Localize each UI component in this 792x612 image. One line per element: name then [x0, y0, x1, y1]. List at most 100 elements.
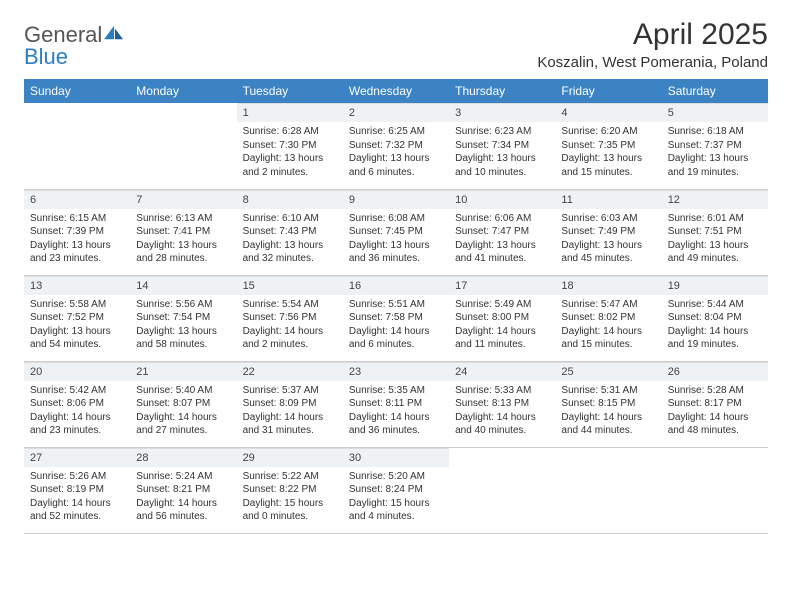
daylight-text: Daylight: 13 hours and 19 minutes.	[668, 152, 762, 179]
weekday-header: Sunday	[24, 79, 130, 103]
sunrise-text: Sunrise: 6:20 AM	[561, 125, 655, 139]
calendar-cell: 8Sunrise: 6:10 AMSunset: 7:43 PMDaylight…	[237, 189, 343, 275]
day-number: 27	[24, 448, 130, 467]
daylight-text: Daylight: 13 hours and 10 minutes.	[455, 152, 549, 179]
sunrise-text: Sunrise: 5:26 AM	[30, 470, 124, 484]
day-details: Sunrise: 5:47 AMSunset: 8:02 PMDaylight:…	[555, 295, 661, 356]
sunrise-text: Sunrise: 6:28 AM	[243, 125, 337, 139]
day-number: 20	[24, 362, 130, 381]
daylight-text: Daylight: 13 hours and 15 minutes.	[561, 152, 655, 179]
day-number: 7	[130, 190, 236, 209]
day-number: 3	[449, 103, 555, 122]
daylight-text: Daylight: 13 hours and 41 minutes.	[455, 239, 549, 266]
day-number: 11	[555, 190, 661, 209]
calendar-cell	[130, 103, 236, 189]
calendar-cell: 2 Sunrise: 6:25 AMSunset: 7:32 PMDaylight…	[343, 103, 449, 189]
day-number: 13	[24, 276, 130, 295]
sunrise-text: Sunrise: 6:25 AM	[349, 125, 443, 139]
daylight-text: Daylight: 14 hours and 36 minutes.	[349, 411, 443, 438]
sunrise-text: Sunrise: 6:01 AM	[668, 212, 762, 226]
sunset-text: Sunset: 7:39 PM	[30, 225, 124, 239]
day-number: 1	[237, 103, 343, 122]
calendar-cell: 20Sunrise: 5:42 AMSunset: 8:06 PMDayligh…	[24, 361, 130, 447]
sunset-text: Sunset: 8:09 PM	[243, 397, 337, 411]
day-details: Sunrise: 6:06 AMSunset: 7:47 PMDaylight:…	[449, 209, 555, 270]
day-number: 21	[130, 362, 236, 381]
daylight-text: Daylight: 14 hours and 40 minutes.	[455, 411, 549, 438]
daylight-text: Daylight: 13 hours and 6 minutes.	[349, 152, 443, 179]
brand-logo: General Blue	[24, 18, 125, 68]
sunset-text: Sunset: 8:21 PM	[136, 483, 230, 497]
calendar-cell: 12 Sunrise: 6:01 AMSunset: 7:51 PMDayligh…	[662, 189, 768, 275]
day-details: Sunrise: 6:13 AMSunset: 7:41 PMDaylight:…	[130, 209, 236, 270]
calendar-cell: 28Sunrise: 5:24 AMSunset: 8:21 PMDayligh…	[130, 447, 236, 533]
weekday-header: Tuesday	[237, 79, 343, 103]
day-details: Sunrise: 5:31 AMSunset: 8:15 PMDaylight:…	[555, 381, 661, 442]
day-number: 22	[237, 362, 343, 381]
sunrise-text: Sunrise: 5:49 AM	[455, 298, 549, 312]
calendar-cell: 1Sunrise: 6:28 AMSunset: 7:30 PMDaylight…	[237, 103, 343, 189]
sunrise-text: Sunrise: 5:20 AM	[349, 470, 443, 484]
day-number: 14	[130, 276, 236, 295]
calendar-row: 27Sunrise: 5:26 AMSunset: 8:19 PMDayligh…	[24, 447, 768, 533]
calendar-cell: 29Sunrise: 5:22 AMSunset: 8:22 PMDayligh…	[237, 447, 343, 533]
calendar-row: 13Sunrise: 5:58 AMSunset: 7:52 PMDayligh…	[24, 275, 768, 361]
daylight-text: Daylight: 14 hours and 56 minutes.	[136, 497, 230, 524]
calendar-cell: 26Sunrise: 5:28 AMSunset: 8:17 PMDayligh…	[662, 361, 768, 447]
day-number: 2	[343, 103, 449, 122]
calendar-cell: 7Sunrise: 6:13 AMSunset: 7:41 PMDaylight…	[130, 189, 236, 275]
calendar-cell: 4Sunrise: 6:20 AMSunset: 7:35 PMDaylight…	[555, 103, 661, 189]
weekday-header-row: Sunday Monday Tuesday Wednesday Thursday…	[24, 79, 768, 103]
weekday-header: Wednesday	[343, 79, 449, 103]
day-number: 23	[343, 362, 449, 381]
calendar-cell	[449, 447, 555, 533]
day-number: 6	[24, 190, 130, 209]
day-details: Sunrise: 6:28 AMSunset: 7:30 PMDaylight:…	[237, 122, 343, 183]
day-details: Sunrise: 5:44 AMSunset: 8:04 PMDaylight:…	[662, 295, 768, 356]
day-number: 12	[662, 190, 768, 209]
sunset-text: Sunset: 7:54 PM	[136, 311, 230, 325]
calendar-cell: 25Sunrise: 5:31 AMSunset: 8:15 PMDayligh…	[555, 361, 661, 447]
day-number: 30	[343, 448, 449, 467]
day-details: Sunrise: 6:08 AMSunset: 7:45 PMDaylight:…	[343, 209, 449, 270]
day-details: Sunrise: 5:37 AMSunset: 8:09 PMDaylight:…	[237, 381, 343, 442]
sail-icon	[103, 24, 125, 42]
calendar-row: 6Sunrise: 6:15 AMSunset: 7:39 PMDaylight…	[24, 189, 768, 275]
sunset-text: Sunset: 8:15 PM	[561, 397, 655, 411]
sunrise-text: Sunrise: 5:58 AM	[30, 298, 124, 312]
sunset-text: Sunset: 8:22 PM	[243, 483, 337, 497]
sunrise-text: Sunrise: 5:44 AM	[668, 298, 762, 312]
calendar-table: Sunday Monday Tuesday Wednesday Thursday…	[24, 79, 768, 534]
day-number: 17	[449, 276, 555, 295]
day-details: Sunrise: 6:15 AMSunset: 7:39 PMDaylight:…	[24, 209, 130, 270]
daylight-text: Daylight: 13 hours and 49 minutes.	[668, 239, 762, 266]
sunrise-text: Sunrise: 6:18 AM	[668, 125, 762, 139]
day-details: Sunrise: 6:10 AMSunset: 7:43 PMDaylight:…	[237, 209, 343, 270]
sunset-text: Sunset: 7:32 PM	[349, 139, 443, 153]
daylight-text: Daylight: 14 hours and 2 minutes.	[243, 325, 337, 352]
sunrise-text: Sunrise: 5:56 AM	[136, 298, 230, 312]
daylight-text: Daylight: 14 hours and 23 minutes.	[30, 411, 124, 438]
sunset-text: Sunset: 7:47 PM	[455, 225, 549, 239]
calendar-row: 20Sunrise: 5:42 AMSunset: 8:06 PMDayligh…	[24, 361, 768, 447]
day-details: Sunrise: 5:35 AMSunset: 8:11 PMDaylight:…	[343, 381, 449, 442]
daylight-text: Daylight: 13 hours and 45 minutes.	[561, 239, 655, 266]
day-details: Sunrise: 5:22 AMSunset: 8:22 PMDaylight:…	[237, 467, 343, 528]
calendar-cell: 11Sunrise: 6:03 AMSunset: 7:49 PMDayligh…	[555, 189, 661, 275]
day-number: 18	[555, 276, 661, 295]
day-details: Sunrise: 5:33 AMSunset: 8:13 PMDaylight:…	[449, 381, 555, 442]
calendar-cell: 13Sunrise: 5:58 AMSunset: 7:52 PMDayligh…	[24, 275, 130, 361]
sunrise-text: Sunrise: 5:42 AM	[30, 384, 124, 398]
sunrise-text: Sunrise: 6:23 AM	[455, 125, 549, 139]
sunrise-text: Sunrise: 6:10 AM	[243, 212, 337, 226]
day-details: Sunrise: 5:20 AMSunset: 8:24 PMDaylight:…	[343, 467, 449, 528]
calendar-cell: 30Sunrise: 5:20 AMSunset: 8:24 PMDayligh…	[343, 447, 449, 533]
sunrise-text: Sunrise: 6:15 AM	[30, 212, 124, 226]
sunset-text: Sunset: 7:51 PM	[668, 225, 762, 239]
sunset-text: Sunset: 7:35 PM	[561, 139, 655, 153]
sunset-text: Sunset: 8:11 PM	[349, 397, 443, 411]
sunrise-text: Sunrise: 5:28 AM	[668, 384, 762, 398]
daylight-text: Daylight: 13 hours and 23 minutes.	[30, 239, 124, 266]
day-number: 8	[237, 190, 343, 209]
day-number: 28	[130, 448, 236, 467]
